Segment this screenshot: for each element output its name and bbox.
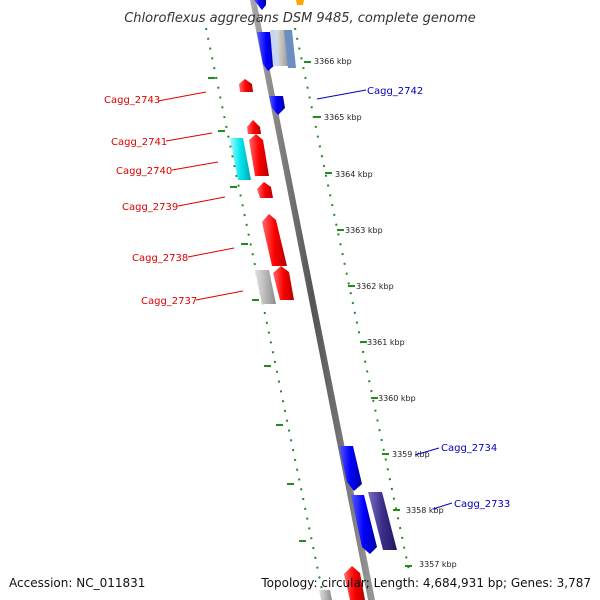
gene-block-cagg-2734[interactable] — [339, 446, 362, 491]
gene-block-cagg-2739[interactable] — [257, 182, 273, 198]
major-ticks — [208, 61, 412, 567]
tick-label: 3363 kbp — [345, 226, 383, 235]
gene-block-steelblue[interactable] — [284, 30, 296, 68]
gene-block-gray-bottom[interactable] — [319, 590, 332, 600]
tick-label: 3358 kbp — [406, 506, 444, 515]
left-gene-labels: Cagg_2743 Cagg_2741 Cagg_2740 Cagg_2739 … — [104, 91, 244, 307]
tick-label: 3364 kbp — [335, 170, 373, 179]
gene-label-cagg-2738[interactable]: Cagg_2738 — [132, 253, 188, 264]
gene-block-cagg-2743[interactable] — [239, 79, 253, 92]
gene-block-cagg-2737-gray[interactable] — [255, 270, 276, 304]
tick-label: 3361 kbp — [367, 338, 405, 347]
gene-blocks[interactable] — [230, 0, 397, 600]
tick-label: 3365 kbp — [324, 113, 362, 122]
gene-block-cagg-2742[interactable] — [269, 96, 285, 115]
gene-block-cagg-2741[interactable] — [247, 120, 261, 134]
tick-label: 3366 kbp — [314, 57, 352, 66]
gene-block-blue-top[interactable] — [254, 0, 266, 10]
tick-label: 3360 kbp — [378, 394, 416, 403]
gene-block-cagg-2740[interactable] — [230, 138, 251, 180]
gene-block-cagg-2740-red[interactable] — [249, 134, 269, 176]
gene-block-cagg-2733-dark[interactable] — [368, 492, 397, 550]
gene-block-cagg-2737[interactable] — [273, 266, 294, 300]
gene-block-orange-top[interactable] — [296, 0, 304, 5]
gene-label-cagg-2741[interactable]: Cagg_2741 — [111, 137, 167, 148]
gene-label-cagg-2737[interactable]: Cagg_2737 — [141, 296, 197, 307]
gene-label-cagg-2739[interactable]: Cagg_2739 — [122, 202, 178, 213]
gene-block-cagg-2733[interactable] — [351, 495, 377, 554]
gene-block-red-bottom[interactable] — [344, 566, 365, 600]
gene-label-cagg-2743[interactable]: Cagg_2743 — [104, 95, 160, 106]
accession-text: Accession: NC_011831 — [9, 576, 145, 590]
topology-text: Topology: circular; Length: 4,684,931 bp… — [260, 576, 591, 590]
scale-tick-labels: 3366 kbp 3365 kbp 3364 kbp 3363 kbp 3362… — [314, 57, 457, 569]
gene-block-cagg-2738[interactable] — [262, 214, 287, 266]
gene-label-cagg-2734[interactable]: Cagg_2734 — [441, 443, 497, 454]
genome-title: Chloroflexus aggregans DSM 9485, complet… — [124, 11, 476, 26]
tick-label: 3362 kbp — [356, 282, 394, 291]
tick-label: 3357 kbp — [419, 560, 457, 569]
gene-label-cagg-2740[interactable]: Cagg_2740 — [116, 166, 172, 177]
gene-label-cagg-2742[interactable]: Cagg_2742 — [367, 86, 423, 97]
right-gene-labels: Cagg_2742 Cagg_2734 Cagg_2733 — [316, 86, 510, 510]
tick-label: 3359 kbp — [392, 450, 430, 459]
gene-label-cagg-2733[interactable]: Cagg_2733 — [454, 499, 510, 510]
